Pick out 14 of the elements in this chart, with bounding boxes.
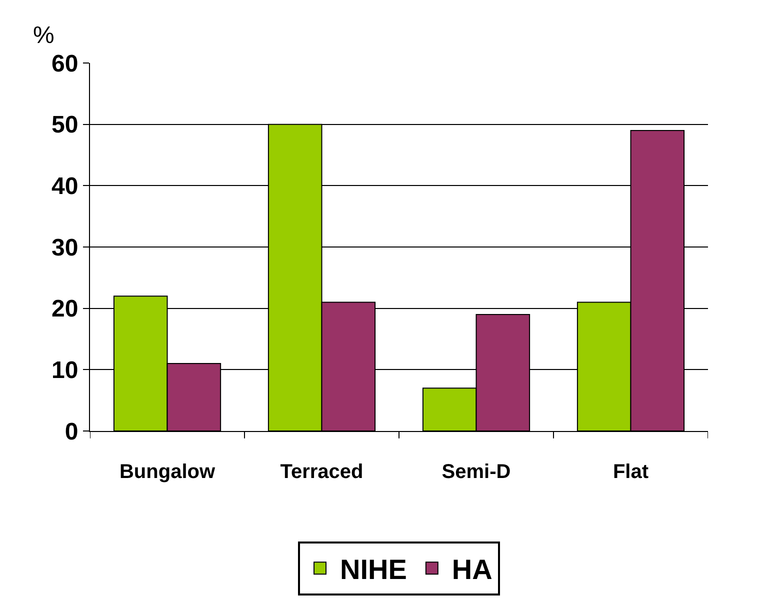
legend-label: NIHE <box>340 554 407 586</box>
y-tick-label: 10 <box>51 357 78 384</box>
x-tick-label: Terraced <box>280 461 364 483</box>
y-axis-title: % <box>33 22 54 49</box>
y-tick-label: 0 <box>64 418 78 446</box>
y-tick-label: 30 <box>51 234 78 262</box>
legend-label: HA <box>452 554 492 586</box>
y-tick-label: 40 <box>51 173 78 200</box>
x-tick-label: Flat <box>612 461 649 483</box>
x-tick-label: Bungalow <box>119 461 216 483</box>
y-tick-label: 60 <box>51 50 78 78</box>
y-tick-label: 50 <box>51 112 78 139</box>
x-tick-label: Semi-D <box>442 461 511 483</box>
y-tick-label: 20 <box>51 296 78 323</box>
